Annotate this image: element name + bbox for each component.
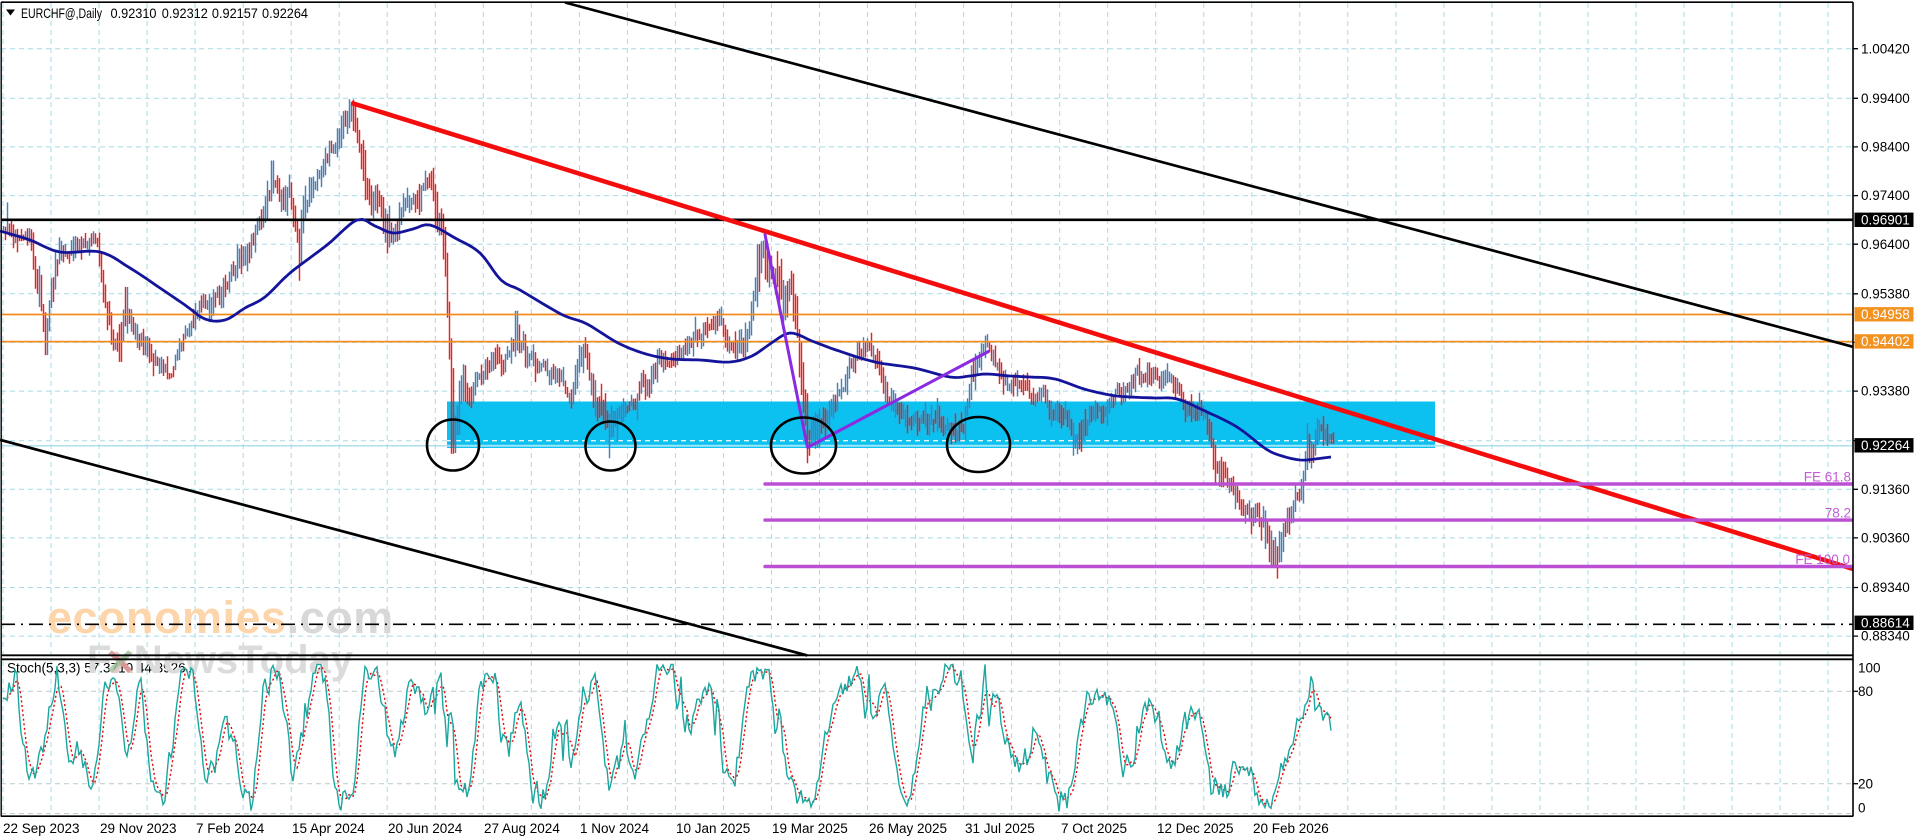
svg-text:0.95380: 0.95380 — [1861, 286, 1910, 301]
svg-text:0.92312: 0.92312 — [162, 5, 208, 21]
svg-text:27 Aug 2024: 27 Aug 2024 — [484, 821, 560, 836]
svg-text:0.93380: 0.93380 — [1861, 384, 1910, 399]
svg-text:economies.com: economies.com — [47, 592, 394, 643]
svg-text:FE 61.8: FE 61.8 — [1804, 470, 1851, 485]
svg-text:22 Sep 2023: 22 Sep 2023 — [3, 821, 80, 836]
svg-text:29 Nov 2023: 29 Nov 2023 — [100, 821, 177, 836]
svg-text:0.92264: 0.92264 — [1861, 438, 1910, 453]
svg-text:0.88614: 0.88614 — [1861, 615, 1910, 630]
svg-text:26 May 2025: 26 May 2025 — [869, 821, 947, 836]
svg-text:100: 100 — [1858, 661, 1881, 676]
svg-text:78.2: 78.2 — [1825, 505, 1851, 520]
svg-text:31 Jul 2025: 31 Jul 2025 — [965, 821, 1035, 836]
svg-text:0.94958: 0.94958 — [1861, 307, 1910, 322]
svg-text:19 Mar 2025: 19 Mar 2025 — [772, 821, 848, 836]
svg-text:0: 0 — [1858, 801, 1866, 816]
svg-text:0.91360: 0.91360 — [1861, 482, 1910, 497]
svg-text:0.92264: 0.92264 — [262, 5, 308, 21]
svg-text:0.88340: 0.88340 — [1861, 629, 1910, 644]
svg-text:FE 100.0: FE 100.0 — [1795, 552, 1850, 567]
svg-text:7 Oct 2025: 7 Oct 2025 — [1061, 821, 1127, 836]
svg-text:0.98400: 0.98400 — [1861, 140, 1910, 155]
svg-text:0.90360: 0.90360 — [1861, 531, 1910, 546]
svg-text:20: 20 — [1858, 776, 1873, 791]
svg-text:7 Feb 2024: 7 Feb 2024 — [196, 821, 265, 836]
svg-text:20 Jun 2024: 20 Jun 2024 — [388, 821, 463, 836]
svg-text:20 Feb 2026: 20 Feb 2026 — [1253, 821, 1329, 836]
svg-text:Stoch(5,3,3) 57.3710 44.3926: Stoch(5,3,3) 57.3710 44.3926 — [7, 661, 186, 676]
svg-text:0.92310: 0.92310 — [111, 5, 157, 21]
svg-text:0.96901: 0.96901 — [1861, 212, 1910, 227]
svg-text:0.89340: 0.89340 — [1861, 580, 1910, 595]
svg-text:0.96400: 0.96400 — [1861, 237, 1910, 252]
svg-text:12 Dec 2025: 12 Dec 2025 — [1157, 821, 1234, 836]
svg-text:EURCHF@,Daily: EURCHF@,Daily — [21, 5, 102, 21]
svg-text:0.92157: 0.92157 — [212, 5, 258, 21]
svg-text:1.00420: 1.00420 — [1861, 41, 1910, 56]
svg-text:0.99400: 0.99400 — [1861, 91, 1910, 106]
svg-text:0.97400: 0.97400 — [1861, 188, 1910, 203]
svg-text:15 Apr 2024: 15 Apr 2024 — [292, 821, 365, 836]
svg-text:80: 80 — [1858, 684, 1873, 699]
svg-text:1 Nov 2024: 1 Nov 2024 — [580, 821, 650, 836]
svg-text:0.94402: 0.94402 — [1861, 334, 1910, 349]
svg-text:10 Jan 2025: 10 Jan 2025 — [676, 821, 750, 836]
